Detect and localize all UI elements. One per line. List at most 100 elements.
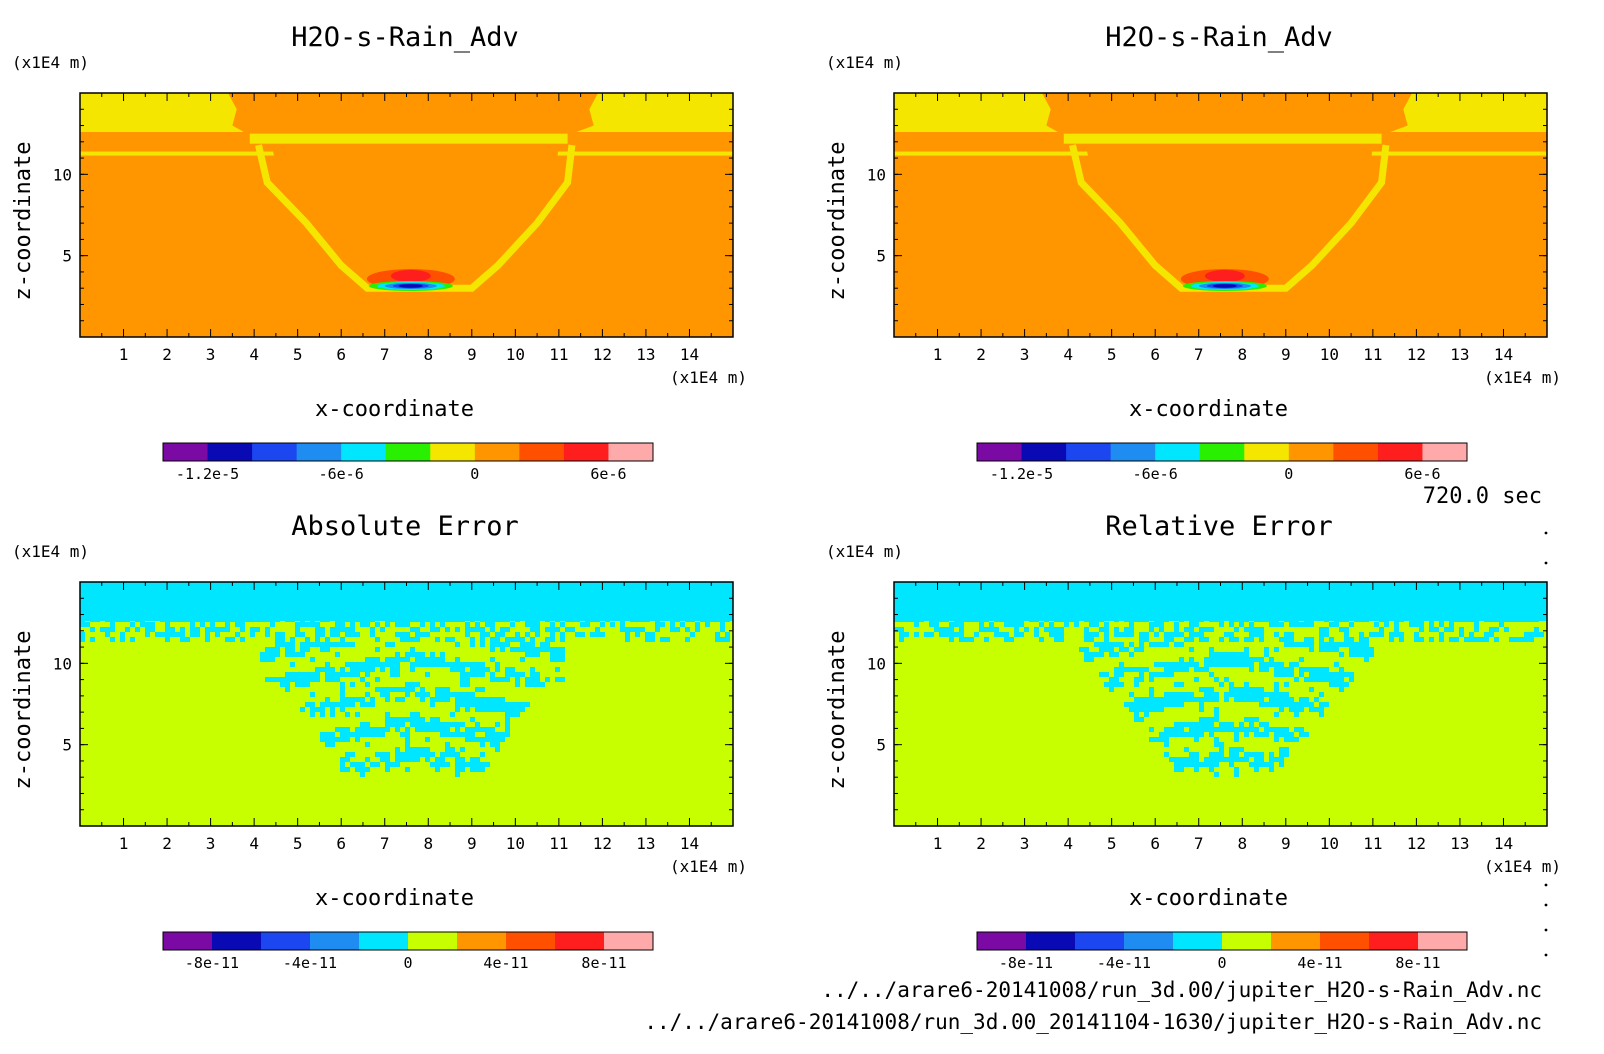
error-cell: [325, 662, 330, 667]
error-cell: [1469, 607, 1474, 612]
error-cell: [1239, 662, 1244, 667]
error-cell: [1034, 612, 1039, 617]
error-cell: [1289, 707, 1294, 712]
error-cell: [510, 712, 515, 717]
error-cell: [450, 637, 455, 642]
error-cell: [1169, 757, 1174, 762]
error-cell: [1539, 587, 1544, 592]
error-cell: [1159, 607, 1164, 612]
error-cell: [515, 597, 520, 602]
error-cell: [1329, 677, 1334, 682]
error-cell: [1309, 707, 1314, 712]
error-cell: [520, 587, 525, 592]
error-cell: [475, 587, 480, 592]
error-cell: [1074, 622, 1079, 627]
error-cell: [1199, 602, 1204, 607]
error-cell: [1099, 617, 1104, 622]
error-cell: [1369, 652, 1374, 657]
error-cell: [1034, 607, 1039, 612]
error-cell: [625, 592, 630, 597]
error-cell: [625, 582, 630, 587]
error-cell: [1299, 732, 1304, 737]
error-cell: [909, 587, 914, 592]
error-cell: [300, 647, 305, 652]
error-cell: [405, 737, 410, 742]
error-cell: [929, 632, 934, 637]
error-cell: [285, 617, 290, 622]
error-cell: [1199, 592, 1204, 597]
error-cell: [140, 592, 145, 597]
error-cell: [555, 627, 560, 632]
error-cell: [1259, 752, 1264, 757]
error-cell: [1174, 702, 1179, 707]
error-cell: [470, 662, 475, 667]
error-cell: [1229, 582, 1234, 587]
error-cell: [275, 582, 280, 587]
error-cell: [1349, 637, 1354, 642]
error-cell: [1269, 692, 1274, 697]
error-cell: [505, 727, 510, 732]
error-cell: [335, 582, 340, 587]
error-cell: [130, 612, 135, 617]
error-cell: [430, 752, 435, 757]
error-cell: [1004, 597, 1009, 602]
error-cell: [1294, 712, 1299, 717]
error-cell: [1074, 597, 1079, 602]
error-cell: [1199, 632, 1204, 637]
error-cell: [505, 722, 510, 727]
error-cell: [1274, 622, 1279, 627]
error-cell: [245, 587, 250, 592]
error-cell: [1209, 617, 1214, 622]
error-cell: [1034, 592, 1039, 597]
error-cell: [345, 662, 350, 667]
error-cell: [1289, 642, 1294, 647]
error-cell: [450, 692, 455, 697]
error-cell: [1284, 667, 1289, 672]
error-cell: [435, 602, 440, 607]
error-cell: [1254, 617, 1259, 622]
error-cell: [1179, 692, 1184, 697]
error-cell: [1174, 607, 1179, 612]
error-cell: [240, 637, 245, 642]
error-cell: [720, 592, 725, 597]
error-cell: [80, 602, 85, 607]
error-cell: [420, 592, 425, 597]
error-cell: [1274, 612, 1279, 617]
error-cell: [450, 747, 455, 752]
error-cell: [495, 667, 500, 672]
error-cell: [959, 607, 964, 612]
error-cell: [550, 622, 555, 627]
error-cell: [490, 702, 495, 707]
error-cell: [1224, 652, 1229, 657]
error-cell: [1464, 617, 1469, 622]
error-cell: [520, 637, 525, 642]
error-cell: [1244, 752, 1249, 757]
error-cell: [1214, 712, 1219, 717]
error-cell: [1014, 617, 1019, 622]
error-cell: [605, 597, 610, 602]
error-cell: [1254, 612, 1259, 617]
error-cell: [705, 617, 710, 622]
error-cell: [330, 712, 335, 717]
error-cell: [460, 582, 465, 587]
error-cell: [425, 662, 430, 667]
x-tick-label: 2: [976, 345, 986, 364]
error-cell: [380, 607, 385, 612]
error-cell: [944, 587, 949, 592]
error-cell: [1079, 612, 1084, 617]
error-cell: [480, 752, 485, 757]
error-cell: [635, 587, 640, 592]
error-cell: [350, 612, 355, 617]
error-cell: [1334, 612, 1339, 617]
error-cell: [155, 587, 160, 592]
colorbar-tick-label: -4e-11: [1097, 954, 1151, 972]
error-cell: [535, 672, 540, 677]
error-cell: [1249, 752, 1254, 757]
error-cell: [1199, 687, 1204, 692]
error-cell: [1364, 597, 1369, 602]
error-cell: [530, 617, 535, 622]
error-cell: [899, 587, 904, 592]
error-cell: [335, 622, 340, 627]
error-cell: [540, 607, 545, 612]
error-cell: [460, 722, 465, 727]
